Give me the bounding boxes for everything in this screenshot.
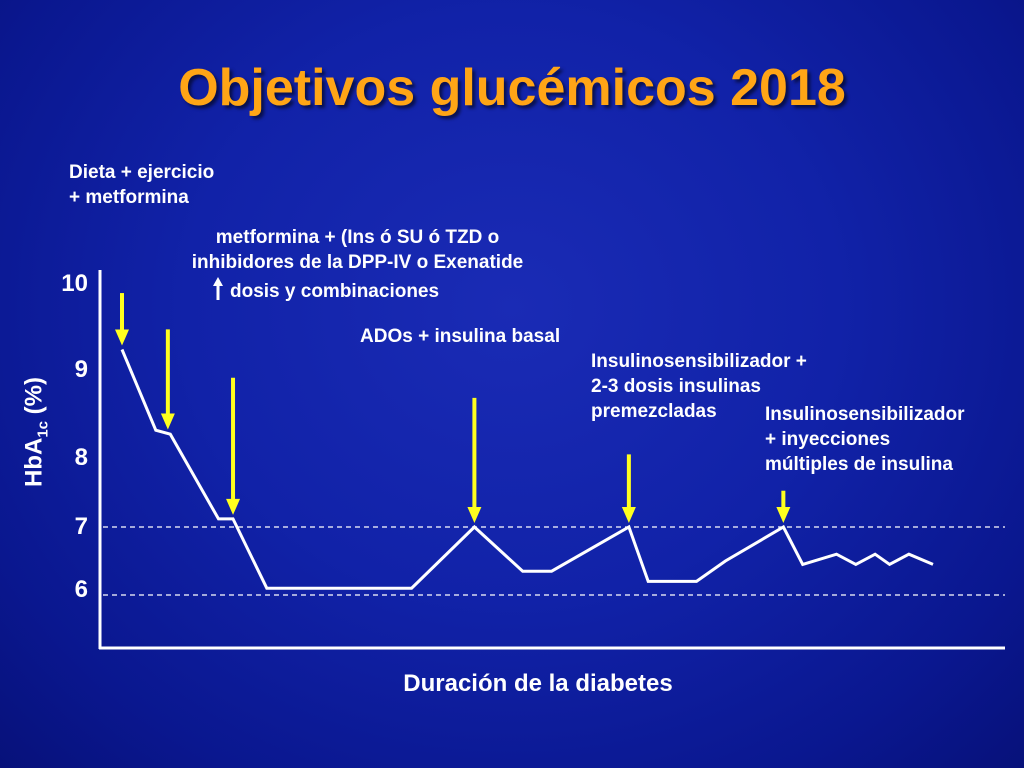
annotation-diet: Dieta + ejercicio + metformina (69, 160, 214, 210)
arrow-a1b (160, 329, 175, 430)
hba1c-series-line (120, 348, 934, 590)
up-arrow-head (213, 277, 223, 286)
annotation-premixed-line3: premezcladas (591, 401, 717, 422)
annotation-multiple-line2: + inyecciones (765, 429, 891, 450)
arrow-a3 (467, 397, 482, 523)
y-tick-7: 7 (74, 513, 88, 540)
annotation-basal-insulin: ADOs + insulina basal (360, 326, 561, 347)
annotation-metformin-line2: inhibidores de la DPP-IV o Exenatide (191, 252, 524, 273)
up-arrow-icon (213, 277, 223, 300)
arrow-a5 (776, 490, 791, 523)
annotation-multiple-line1: Insulinosensibilizador (765, 404, 965, 425)
y-tick-6: 6 (74, 576, 88, 603)
annotation-metformin-line3: dosis y combinaciones (230, 281, 440, 302)
arrow-head (226, 498, 241, 515)
arrows-group (115, 277, 791, 523)
y-tick-9: 9 (74, 356, 88, 383)
arrow-a1 (115, 293, 129, 346)
reference-lines (103, 526, 1005, 596)
arrow-head (621, 507, 636, 523)
annotation-metformin-combo: metformina + (Ins ó SU ó TZD o inhibidor… (150, 225, 565, 275)
slide-title: Objetivos glucémicos 2018 (178, 59, 846, 117)
series-group (120, 348, 934, 590)
arrow-head (160, 413, 175, 430)
arrow-head (115, 329, 129, 346)
arrow-head (467, 507, 482, 523)
annotation-multiple-line3: múltiples de insulina (765, 454, 953, 475)
annotation-metformin-line1: metformina + (Ins ó SU ó TZD o (215, 227, 500, 248)
x-axis-label: Duración de la diabetes (403, 670, 673, 697)
annotation-multiple-injections: Insulinosensibilizador + inyecciones múl… (765, 402, 965, 477)
annotation-premixed-line2: 2-3 dosis insulinas (591, 376, 761, 397)
y-tick-8: 8 (74, 444, 88, 471)
annotation-premixed: Insulinosensibilizador + 2-3 dosis insul… (591, 349, 807, 424)
annotation-diet-line2: + metformina (69, 187, 189, 208)
annotation-diet-line1: Dieta + ejercicio (69, 162, 215, 183)
arrow-a2 (226, 377, 241, 515)
arrow-a4 (621, 454, 636, 523)
y-tick-10: 10 (61, 270, 88, 297)
annotation-premixed-line1: Insulinosensibilizador + (591, 351, 807, 372)
arrow-head (776, 507, 791, 523)
chart-axes (98, 270, 1005, 650)
